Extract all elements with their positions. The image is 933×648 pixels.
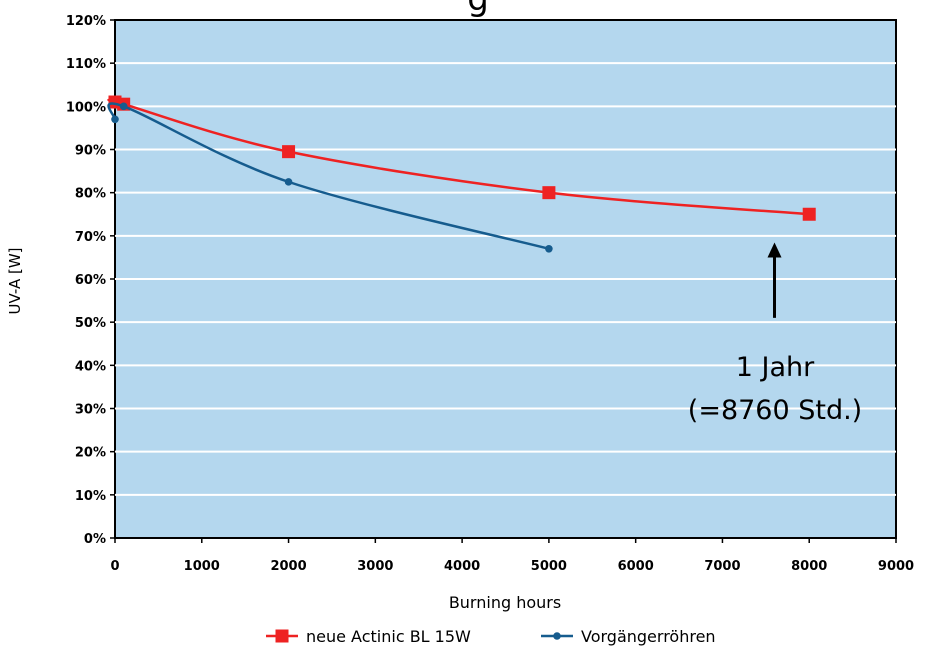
y-tick-label: 50% xyxy=(75,316,106,331)
x-tick-label: 9000 xyxy=(878,559,914,574)
legend-marker-circle xyxy=(553,632,561,640)
data-point-square xyxy=(802,207,816,221)
data-point-circle xyxy=(111,115,119,124)
x-tick-label: 2000 xyxy=(270,559,306,574)
grid-lines xyxy=(115,62,896,496)
y-tick-label: 120% xyxy=(66,14,106,29)
y-axis-label: UV-A [W] xyxy=(6,247,24,314)
y-tick-label: 10% xyxy=(75,489,106,504)
y-tick-label: 40% xyxy=(75,359,106,374)
x-axis-ticks: 0 1000 2000 3000 4000 5000 6000 7000 8000 9000 xyxy=(110,538,914,574)
legend: neue Actinic BL 15W Vorgängerröhren xyxy=(266,627,716,646)
data-point-circle xyxy=(284,178,293,186)
annotation-arrow-head xyxy=(767,242,782,258)
y-tick-label: 110% xyxy=(66,57,106,72)
chart-title-fragment: g xyxy=(467,0,489,19)
x-tick-label: 1000 xyxy=(184,559,220,574)
annotation-line2: (=8760 Std.) xyxy=(688,395,862,426)
y-tick-label: 60% xyxy=(75,273,106,288)
legend-marker-square xyxy=(275,629,289,643)
series-group xyxy=(107,95,816,253)
data-point-square xyxy=(542,186,556,200)
legend-label: Vorgängerröhren xyxy=(581,627,716,646)
x-axis-label: Burning hours xyxy=(449,593,561,612)
annotation-group: 1 Jahr (=8760 Std.) xyxy=(688,242,862,426)
legend-label: neue Actinic BL 15W xyxy=(306,627,471,646)
x-tick-label: 8000 xyxy=(791,559,827,574)
x-tick-label: 0 xyxy=(110,559,119,574)
series-line-2 xyxy=(107,102,550,250)
x-tick-label: 3000 xyxy=(357,559,393,574)
x-tick-label: 6000 xyxy=(618,559,654,574)
x-tick-label: 5000 xyxy=(531,559,567,574)
y-tick-label: 0% xyxy=(84,532,106,547)
data-point-circle xyxy=(119,102,128,111)
annotation-line1: 1 Jahr xyxy=(736,352,815,383)
data-point-circle xyxy=(545,244,553,253)
y-tick-label: 90% xyxy=(75,144,106,159)
x-tick-label: 7000 xyxy=(704,559,740,574)
y-tick-label: 20% xyxy=(75,446,106,461)
x-tick-label: 4000 xyxy=(444,559,480,574)
y-tick-label: 30% xyxy=(75,403,106,418)
y-tick-label: 100% xyxy=(66,100,106,115)
y-tick-label: 80% xyxy=(75,187,106,202)
data-point-square xyxy=(282,145,296,159)
y-axis-ticks: 0% 10% 20% 30% 40% 50% 60% 70% 80% 90% 100% 110% 120… xyxy=(66,14,115,547)
y-tick-label: 70% xyxy=(75,230,106,245)
